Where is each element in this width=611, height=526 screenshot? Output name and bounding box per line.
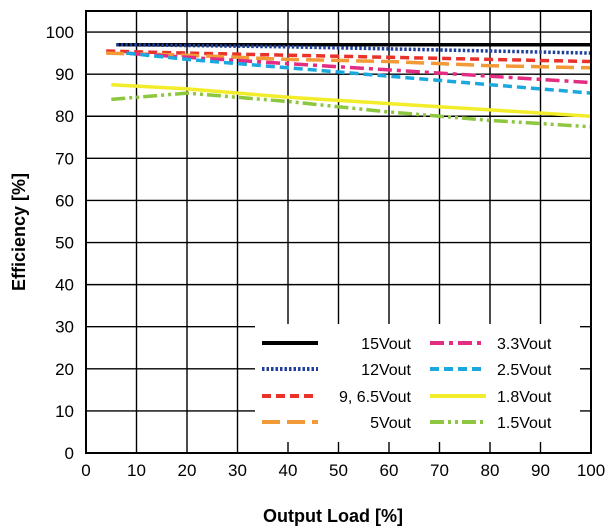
x-tick-label: 60 <box>380 461 399 480</box>
y-tick-label: 0 <box>65 444 74 463</box>
series-line-5 <box>126 51 592 95</box>
y-tick-label: 10 <box>55 402 74 421</box>
legend-label-4: 3.3Vout <box>497 336 552 353</box>
y-tick-label: 40 <box>55 276 74 295</box>
x-tick-label: 50 <box>329 461 348 480</box>
series-line-2 <box>106 49 592 64</box>
x-tick-label: 40 <box>279 461 298 480</box>
x-tick-label: 70 <box>430 461 449 480</box>
y-tick-label: 50 <box>55 234 74 253</box>
y-tick-label: 20 <box>55 360 74 379</box>
x-tick-labels: 0 10 20 30 40 50 60 70 80 90 100 <box>81 461 605 480</box>
y-axis-title: Efficiency [%] <box>9 173 29 291</box>
series-line-7 <box>111 91 592 129</box>
x-tick-label: 20 <box>178 461 197 480</box>
legend: 15Vout 12Vout 9, 6.5Vout 5Vout 3.3Vout 2.5Vou… <box>255 324 580 442</box>
legend-label-0: 15Vout <box>361 336 411 353</box>
x-tick-label: 90 <box>531 461 550 480</box>
legend-label-3: 5Vout <box>370 415 411 432</box>
legend-label-1: 12Vout <box>361 362 411 379</box>
series-lines <box>106 42 592 129</box>
x-tick-label: 100 <box>577 461 605 480</box>
y-tick-label: 60 <box>55 191 74 210</box>
legend-label-6: 1.8Vout <box>497 389 552 406</box>
y-tick-label: 80 <box>55 107 74 126</box>
legend-label-7: 1.5Vout <box>497 415 552 432</box>
series-line-1 <box>116 42 592 55</box>
y-tick-label: 30 <box>55 318 74 337</box>
plot-frame <box>85 10 592 454</box>
y-tick-label: 90 <box>55 65 74 84</box>
legend-label-5: 2.5Vout <box>497 362 552 379</box>
series-line-6 <box>111 82 592 118</box>
y-tick-labels: 0 10 20 30 40 50 60 70 80 90 100 <box>46 23 74 463</box>
legend-label-2: 9, 6.5Vout <box>339 389 412 406</box>
x-tick-label: 0 <box>81 461 90 480</box>
x-axis-title: Output Load [%] <box>263 506 403 526</box>
y-tick-label: 100 <box>46 23 74 42</box>
y-tick-label: 70 <box>55 149 74 168</box>
x-tick-label: 80 <box>481 461 500 480</box>
x-tick-label: 30 <box>228 461 247 480</box>
x-tick-label: 10 <box>127 461 146 480</box>
